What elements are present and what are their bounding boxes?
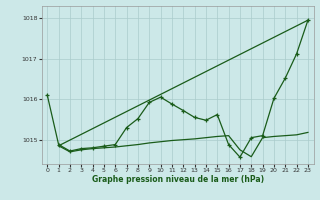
X-axis label: Graphe pression niveau de la mer (hPa): Graphe pression niveau de la mer (hPa) xyxy=(92,175,264,184)
